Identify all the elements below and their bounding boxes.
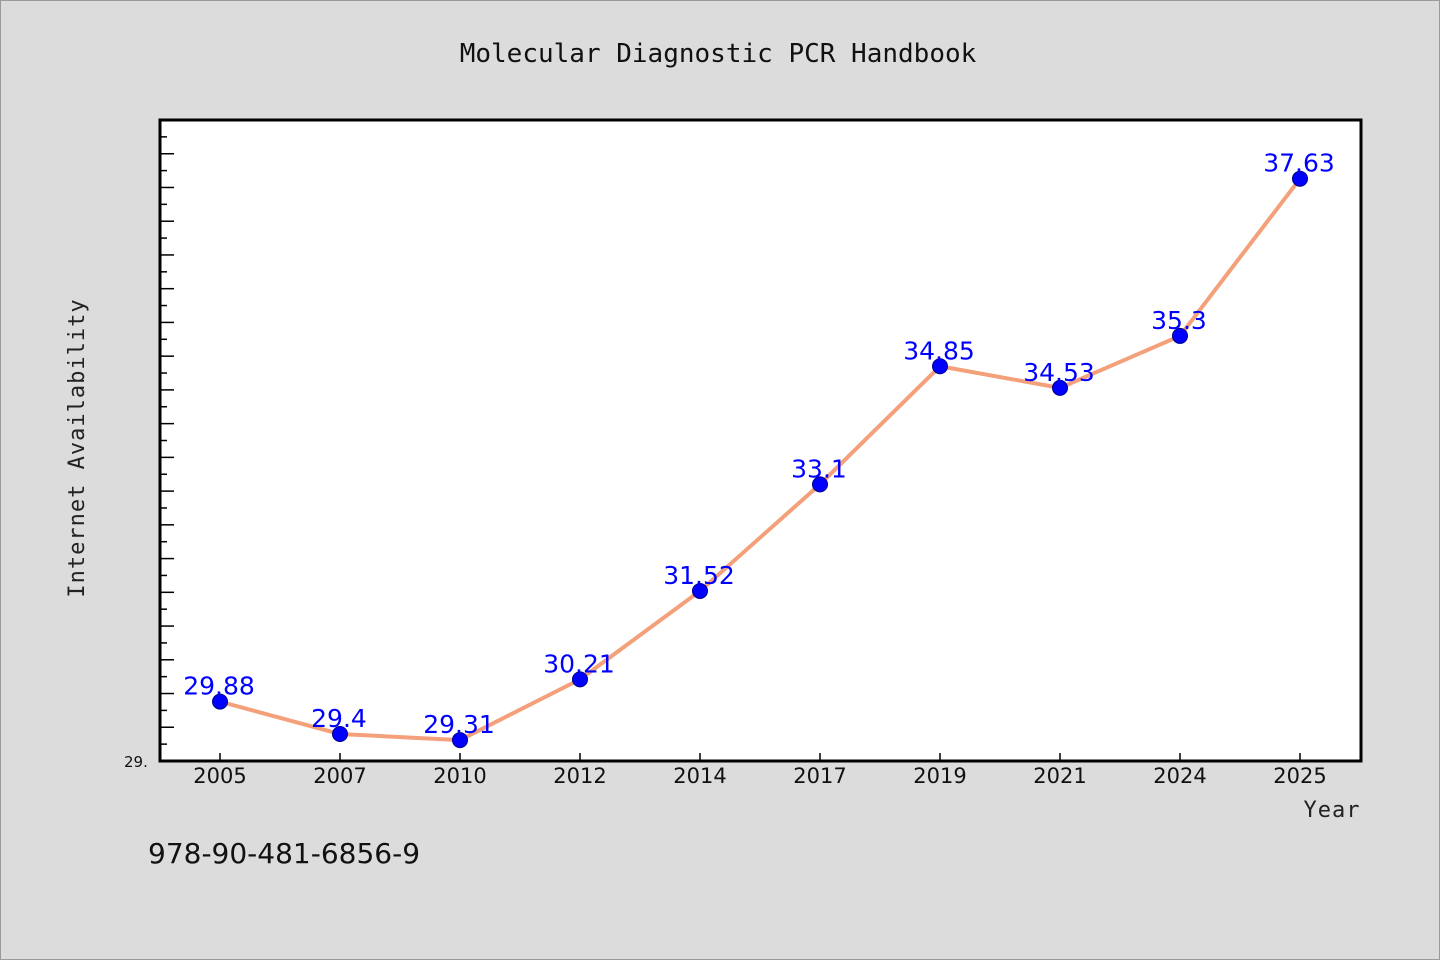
x-tick-label: 2012 bbox=[553, 764, 606, 788]
isbn-text: 978-90-481-6856-9 bbox=[148, 837, 420, 870]
data-point bbox=[1172, 327, 1188, 344]
x-axis: 2005 2007 2010 2012 2014 2017 2019 2021 2024 2025 bbox=[193, 753, 1327, 788]
plot-area bbox=[158, 118, 1363, 763]
x-axis-label: Year bbox=[1304, 798, 1361, 823]
data-label: 37.63 bbox=[1263, 149, 1335, 178]
x-tick-label: 2010 bbox=[433, 764, 486, 788]
data-label: 29.88 bbox=[183, 672, 255, 701]
data-point bbox=[932, 358, 948, 375]
data-point bbox=[212, 693, 228, 710]
x-tick-label: 2005 bbox=[193, 764, 246, 788]
data-point bbox=[812, 476, 828, 493]
x-tick-label: 2025 bbox=[1273, 764, 1326, 788]
data-label: 29.31 bbox=[423, 710, 495, 739]
data-label: 35.3 bbox=[1151, 306, 1207, 335]
data-label: 29.4 bbox=[311, 704, 367, 733]
data-point bbox=[332, 726, 348, 743]
data-label: 34.85 bbox=[903, 336, 975, 365]
data-point bbox=[452, 732, 468, 749]
data-label: 33.1 bbox=[791, 454, 847, 483]
data-point bbox=[1052, 379, 1068, 396]
data-point bbox=[692, 582, 708, 599]
data-label: 30.21 bbox=[543, 649, 615, 678]
series-line bbox=[219, 177, 1302, 743]
data-point bbox=[572, 671, 588, 688]
y-axis-ticks bbox=[160, 119, 174, 762]
chart-title: Molecular Diagnostic PCR Handbook bbox=[460, 39, 977, 69]
x-tick-label: 2017 bbox=[793, 764, 846, 788]
y-tick-label: 29. bbox=[124, 753, 148, 771]
x-tick-label: 2019 bbox=[913, 764, 966, 788]
x-tick-label: 2014 bbox=[673, 764, 726, 788]
y-axis-label: Internet Availability bbox=[65, 298, 90, 597]
series-markers bbox=[212, 170, 1308, 749]
data-label: 31.52 bbox=[663, 561, 735, 590]
data-labels: 29.88 29.4 29.31 30.21 31.52 33.1 34.85 34.53 35… bbox=[183, 149, 1335, 739]
data-label: 34.53 bbox=[1023, 358, 1095, 387]
x-tick-label: 2021 bbox=[1033, 764, 1086, 788]
x-tick-label: 2024 bbox=[1153, 764, 1206, 788]
x-tick-label: 2007 bbox=[313, 764, 366, 788]
data-point bbox=[1292, 170, 1308, 187]
